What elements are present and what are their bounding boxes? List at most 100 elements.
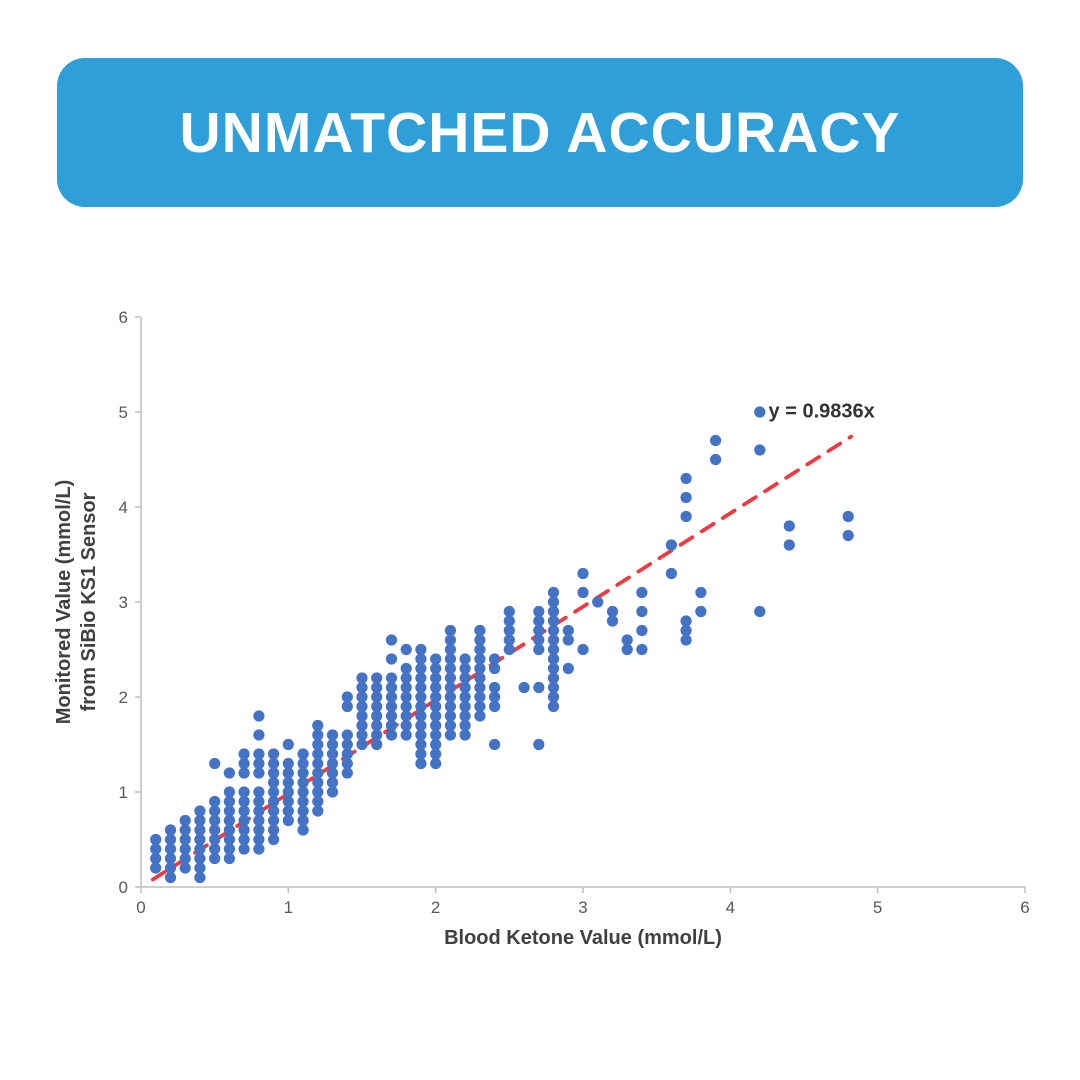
scatter-point xyxy=(341,748,353,760)
trend-equation-label: y = 0.9836x xyxy=(769,401,875,423)
scatter-point xyxy=(297,795,309,808)
scatter-point xyxy=(194,871,206,884)
scatter-point xyxy=(268,805,280,817)
scatter-point xyxy=(282,805,294,817)
x-axis-title: Blood Ketone Value (mmol/L) xyxy=(444,927,722,949)
scatter-point xyxy=(665,567,678,580)
scatter-point xyxy=(636,624,648,637)
scatter-point xyxy=(430,748,442,760)
scatter-point xyxy=(400,672,412,684)
scatter-point xyxy=(415,662,427,675)
scatter-point xyxy=(268,757,280,770)
scatter-point xyxy=(636,586,648,599)
scatter-point xyxy=(312,719,324,732)
scatter-point xyxy=(415,710,427,722)
scatter-point xyxy=(238,833,250,846)
scatter-point xyxy=(253,729,265,741)
y-tick-label: 6 xyxy=(119,308,128,327)
scatter-point xyxy=(223,767,235,779)
scatter-point xyxy=(209,843,221,855)
scatter-point xyxy=(164,871,177,884)
y-tick-label: 3 xyxy=(119,593,128,612)
scatter-point xyxy=(547,596,560,608)
x-tick-label: 6 xyxy=(1020,898,1029,917)
scatter-point xyxy=(164,833,177,846)
scatter-point xyxy=(400,691,412,703)
scatter-point xyxy=(371,738,383,751)
scatter-point xyxy=(444,691,456,703)
scatter-point xyxy=(341,738,353,751)
scatter-point xyxy=(562,634,574,646)
scatter-point xyxy=(444,719,456,732)
scatter-point xyxy=(385,710,398,722)
scatter-point xyxy=(430,681,442,694)
scatter-point xyxy=(415,738,427,751)
scatter-point xyxy=(415,729,427,741)
scatter-point xyxy=(547,643,560,656)
scatter-point xyxy=(430,653,442,665)
scatter-point xyxy=(547,605,560,618)
scatter-point xyxy=(282,767,294,779)
scatter-point xyxy=(415,700,427,713)
scatter-point xyxy=(223,824,235,836)
scatter-point xyxy=(754,406,766,418)
scatter-point xyxy=(164,843,177,855)
scatter-point xyxy=(385,672,398,684)
scatter-point xyxy=(356,681,368,694)
scatter-point xyxy=(268,795,280,808)
scatter-point xyxy=(312,729,324,741)
scatter-point xyxy=(341,729,353,741)
scatter-point xyxy=(547,634,560,646)
scatter-point xyxy=(385,729,398,741)
x-tick-label: 1 xyxy=(284,898,293,917)
scatter-point xyxy=(621,634,633,646)
scatter-point xyxy=(371,719,383,732)
scatter-point xyxy=(297,748,309,760)
scatter-point xyxy=(223,795,235,808)
scatter-point xyxy=(371,681,383,694)
scatter-point xyxy=(312,767,324,779)
scatter-point xyxy=(282,814,294,827)
scatter-point xyxy=(268,776,280,789)
scatter-point xyxy=(312,786,324,798)
scatter-point xyxy=(783,539,795,551)
scatter-point xyxy=(312,748,324,760)
scatter-point xyxy=(430,691,442,703)
scatter-point xyxy=(621,643,633,656)
scatter-point xyxy=(415,719,427,732)
scatter-point xyxy=(164,852,177,865)
scatter-point xyxy=(341,691,353,703)
scatter-point xyxy=(533,624,545,637)
scatter-point xyxy=(282,786,294,798)
scatter-point xyxy=(356,738,368,751)
x-tick-label: 4 xyxy=(726,898,735,917)
scatter-point xyxy=(444,729,456,741)
scatter-point xyxy=(297,786,309,798)
scatter-point xyxy=(223,786,235,798)
scatter-point xyxy=(282,776,294,789)
scatter-point xyxy=(150,862,162,874)
scatter-point xyxy=(223,833,235,846)
scatter-point xyxy=(842,529,854,542)
scatter-point xyxy=(385,691,398,703)
scatter-point xyxy=(680,472,692,485)
scatter-point xyxy=(680,510,692,523)
scatter-point xyxy=(474,710,486,722)
scatter-point xyxy=(459,653,471,665)
scatter-point xyxy=(312,805,324,817)
scatter-point xyxy=(282,795,294,808)
scatter-point xyxy=(474,624,486,637)
scatter-point xyxy=(400,710,412,722)
scatter-point xyxy=(547,653,560,665)
x-tick-label: 3 xyxy=(578,898,587,917)
scatter-point xyxy=(341,757,353,770)
scatter-point xyxy=(253,748,265,760)
scatter-point xyxy=(238,814,250,827)
y-tick-label: 0 xyxy=(119,878,128,897)
y-tick-label: 5 xyxy=(119,403,128,422)
scatter-point xyxy=(268,814,280,827)
scatter-point xyxy=(268,833,280,846)
scatter-point xyxy=(680,615,692,627)
scatter-point xyxy=(547,691,560,703)
